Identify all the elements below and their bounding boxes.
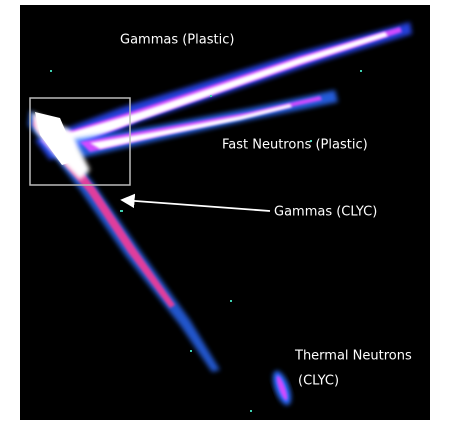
- label: Gammas (Plastic): [120, 33, 234, 48]
- page: Gammas (Plastic) Fast Neutrons (Plastic)…: [0, 0, 449, 437]
- histogram-image: Gammas (Plastic) Fast Neutrons (Plastic)…: [0, 0, 449, 437]
- label: Fast Neutrons (Plastic): [222, 138, 368, 153]
- label: Gammas (CLYC): [274, 205, 377, 220]
- label: (CLYC): [298, 374, 339, 389]
- label: Thermal Neutrons: [294, 349, 412, 364]
